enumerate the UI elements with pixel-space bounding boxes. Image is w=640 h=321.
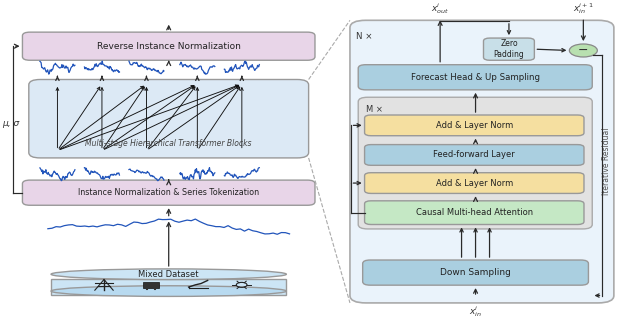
- Text: Zero
Padding: Zero Padding: [493, 39, 524, 59]
- Text: Add & Layer Norm: Add & Layer Norm: [436, 121, 513, 130]
- Text: Causal Multi-head Attention: Causal Multi-head Attention: [416, 208, 533, 217]
- Ellipse shape: [51, 269, 286, 280]
- FancyBboxPatch shape: [29, 80, 308, 158]
- FancyBboxPatch shape: [365, 115, 584, 136]
- Text: Feed-forward Layer: Feed-forward Layer: [433, 151, 515, 160]
- Text: Down Sampling: Down Sampling: [440, 268, 511, 277]
- Bar: [51, 279, 286, 295]
- Text: $x_{in}^{i+1}$: $x_{in}^{i+1}$: [573, 1, 594, 16]
- FancyBboxPatch shape: [358, 65, 592, 90]
- FancyBboxPatch shape: [22, 180, 315, 205]
- Circle shape: [570, 44, 597, 57]
- Text: Mixed Dataset: Mixed Dataset: [138, 270, 199, 279]
- Ellipse shape: [51, 286, 286, 296]
- FancyBboxPatch shape: [483, 38, 534, 60]
- FancyBboxPatch shape: [358, 97, 592, 229]
- Text: −: −: [578, 44, 589, 57]
- Text: μ, σ: μ, σ: [3, 119, 20, 128]
- Text: M ×: M ×: [365, 105, 383, 114]
- Text: Iterative Residual: Iterative Residual: [602, 128, 611, 195]
- Text: Add & Layer Norm: Add & Layer Norm: [436, 178, 513, 187]
- Text: Multi-stage Hierarchical Transformer Blocks: Multi-stage Hierarchical Transformer Blo…: [86, 139, 252, 148]
- FancyBboxPatch shape: [365, 144, 584, 165]
- Text: Reverse Instance Normalization: Reverse Instance Normalization: [97, 42, 241, 51]
- Text: $x_{out}^{i}$: $x_{out}^{i}$: [431, 1, 449, 16]
- Text: Instance Normalization & Series Tokenization: Instance Normalization & Series Tokeniza…: [78, 188, 259, 197]
- FancyBboxPatch shape: [22, 32, 315, 60]
- FancyBboxPatch shape: [365, 201, 584, 224]
- FancyBboxPatch shape: [365, 173, 584, 194]
- Text: Forecast Head & Up Sampling: Forecast Head & Up Sampling: [411, 73, 540, 82]
- Bar: [143, 282, 159, 288]
- Text: $x_{in}^{i}$: $x_{in}^{i}$: [469, 304, 482, 319]
- FancyBboxPatch shape: [363, 260, 588, 285]
- Text: N ×: N ×: [356, 32, 372, 41]
- FancyBboxPatch shape: [350, 20, 614, 303]
